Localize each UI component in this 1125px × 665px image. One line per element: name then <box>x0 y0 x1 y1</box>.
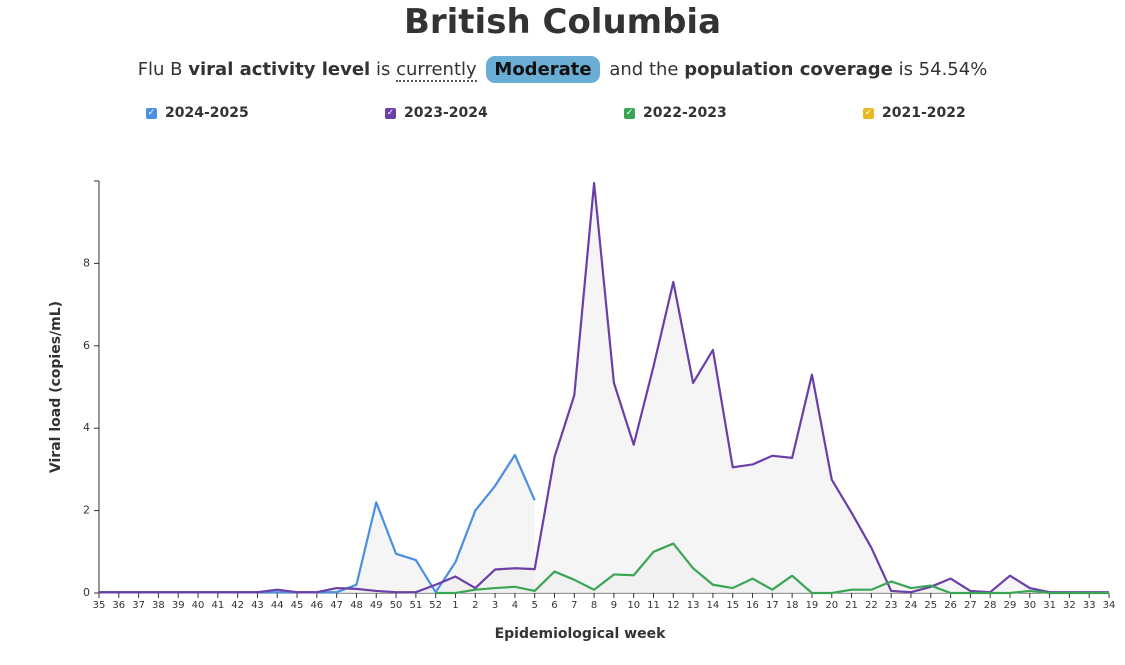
y-tick-label: 6 <box>83 339 90 352</box>
x-tick-label: 24 <box>905 600 918 611</box>
subtitle: Flu B viral activity level is currently … <box>0 56 1125 83</box>
legend-label: 2022-2023 <box>643 105 727 121</box>
x-tick-label: 34 <box>1103 600 1116 611</box>
x-tick-label: 21 <box>845 600 858 611</box>
y-tick-label: 4 <box>83 421 90 434</box>
legend-checkbox[interactable]: ✓ <box>146 107 157 119</box>
x-tick-label: 52 <box>429 600 442 611</box>
subtitle-text: population coverage <box>684 59 893 80</box>
x-tick-label: 8 <box>591 600 597 611</box>
x-tick-label: 19 <box>806 600 819 611</box>
legend-checkbox[interactable]: ✓ <box>863 107 874 119</box>
legend-item[interactable]: ✓ 2022-2023 <box>624 105 727 121</box>
y-tick-label: 8 <box>83 256 90 269</box>
x-tick-label: 13 <box>687 600 700 611</box>
area-shade <box>99 183 1109 593</box>
legend-label: 2024-2025 <box>165 105 249 121</box>
legend-checkbox[interactable]: ✓ <box>385 107 396 119</box>
subtitle-text: Flu B <box>137 59 183 80</box>
y-tick-label: 2 <box>83 504 90 517</box>
x-tick-label: 7 <box>571 600 577 611</box>
x-tick-label: 5 <box>531 600 537 611</box>
x-tick-label: 40 <box>192 600 205 611</box>
x-tick-label: 37 <box>132 600 145 611</box>
legend-item[interactable]: ✓ 2023-2024 <box>385 105 488 121</box>
legend-label: 2023-2024 <box>404 105 488 121</box>
x-tick-label: 15 <box>726 600 739 611</box>
legend-checkbox[interactable]: ✓ <box>624 107 635 119</box>
x-tick-label: 6 <box>551 600 557 611</box>
x-tick-label: 23 <box>885 600 898 611</box>
x-tick-label: 42 <box>231 600 244 611</box>
x-tick-label: 39 <box>172 600 185 611</box>
legend-label: 2021-2022 <box>882 105 966 121</box>
x-tick-label: 3 <box>492 600 498 611</box>
x-tick-label: 41 <box>211 600 224 611</box>
x-tick-label: 25 <box>924 600 937 611</box>
legend-item[interactable]: ✓ 2024-2025 <box>146 105 249 121</box>
x-tick-label: 47 <box>330 600 343 611</box>
x-tick-label: 36 <box>112 600 125 611</box>
subtitle-text: is <box>375 59 391 80</box>
series-line <box>435 542 1109 595</box>
x-tick-label: 33 <box>1083 600 1096 611</box>
activity-badge: Moderate <box>486 56 600 83</box>
x-tick-label: 35 <box>93 600 106 611</box>
x-tick-label: 9 <box>611 600 617 611</box>
x-tick-label: 46 <box>310 600 323 611</box>
x-tick-label: 10 <box>627 600 640 611</box>
subtitle-text: viral activity level <box>188 59 371 80</box>
subtitle-text: and the <box>609 59 679 80</box>
x-tick-label: 28 <box>984 600 997 611</box>
x-tick-label: 12 <box>667 600 680 611</box>
x-tick-label: 4 <box>512 600 518 611</box>
x-tick-label: 11 <box>647 600 660 611</box>
x-tick-label: 18 <box>786 600 799 611</box>
x-tick-label: 26 <box>944 600 957 611</box>
x-tick-label: 44 <box>271 600 284 611</box>
x-tick-label: 31 <box>1043 600 1056 611</box>
x-axis-label: Epidemiological week <box>495 626 666 642</box>
x-tick-label: 29 <box>1004 600 1017 611</box>
chart-title: British Columbia <box>403 2 722 42</box>
series-line <box>99 181 1109 594</box>
x-tick-label: 43 <box>251 600 264 611</box>
subtitle-text: currently <box>396 59 477 82</box>
y-axis-label: Viral load (copies/mL) <box>48 301 64 473</box>
x-tick-label: 2 <box>472 600 478 611</box>
x-tick-label: 22 <box>865 600 878 611</box>
x-tick-label: 30 <box>1023 600 1036 611</box>
x-tick-label: 45 <box>291 600 304 611</box>
x-tick-label: 27 <box>964 600 977 611</box>
x-tick-label: 20 <box>825 600 838 611</box>
y-tick-label: 0 <box>83 586 90 599</box>
legend-item[interactable]: ✓ 2021-2022 <box>863 105 966 121</box>
x-tick-label: 14 <box>707 600 720 611</box>
x-tick-label: 48 <box>350 600 363 611</box>
x-tick-label: 16 <box>746 600 759 611</box>
x-tick-label: 51 <box>409 600 422 611</box>
x-tick-label: 17 <box>766 600 779 611</box>
x-tick-label: 1 <box>452 600 458 611</box>
x-tick-label: 32 <box>1063 600 1076 611</box>
x-tick-label: 50 <box>390 600 403 611</box>
x-tick-label: 38 <box>152 600 165 611</box>
subtitle-text: is 54.54% <box>898 59 988 80</box>
x-tick-label: 49 <box>370 600 383 611</box>
